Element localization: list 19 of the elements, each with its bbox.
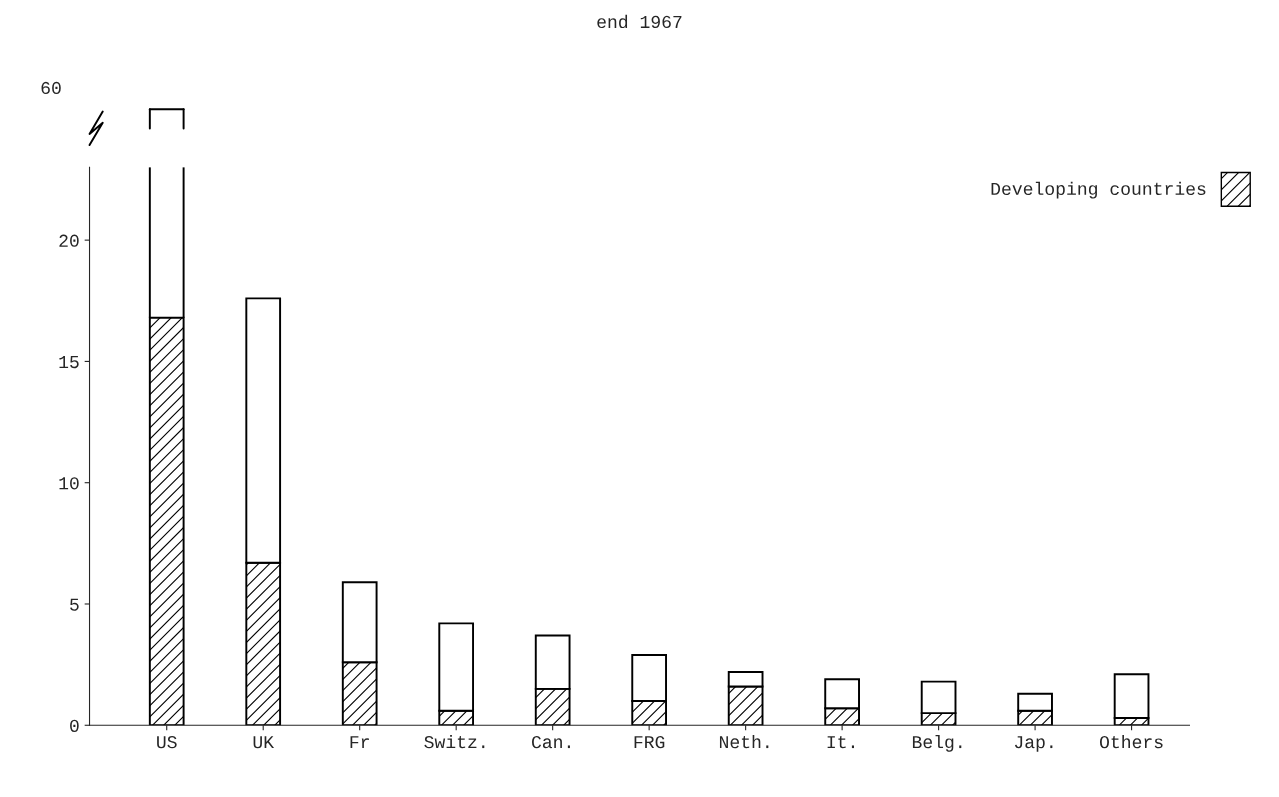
y-tick-label: 10 — [59, 477, 79, 490]
x-tick-label: Can. — [531, 736, 570, 749]
legend-label: Developing countries — [991, 181, 1206, 199]
x-tick-label: Jap. — [1014, 736, 1053, 752]
y-tick-label: 0 — [70, 719, 79, 732]
chart-title: end 1967 — [597, 14, 682, 29]
x-tick-label: UK — [253, 736, 275, 749]
x-tick-label: It. — [827, 736, 854, 749]
x-tick-label: Neth. — [719, 734, 769, 749]
x-tick-label: FRG — [634, 736, 665, 749]
text: 60 — [41, 81, 61, 95]
x-tick-label: Others — [1099, 734, 1163, 749]
x-tick-label: Belg. — [912, 734, 962, 752]
x-tick-label: Fr — [350, 736, 369, 749]
x-tick-label: US — [157, 736, 177, 749]
y-tick-label: 5 — [70, 598, 79, 611]
y-tick-label: 20 — [59, 234, 79, 247]
y-tick-label: 15 — [59, 356, 79, 369]
x-tick-label: Switz. — [424, 734, 485, 749]
